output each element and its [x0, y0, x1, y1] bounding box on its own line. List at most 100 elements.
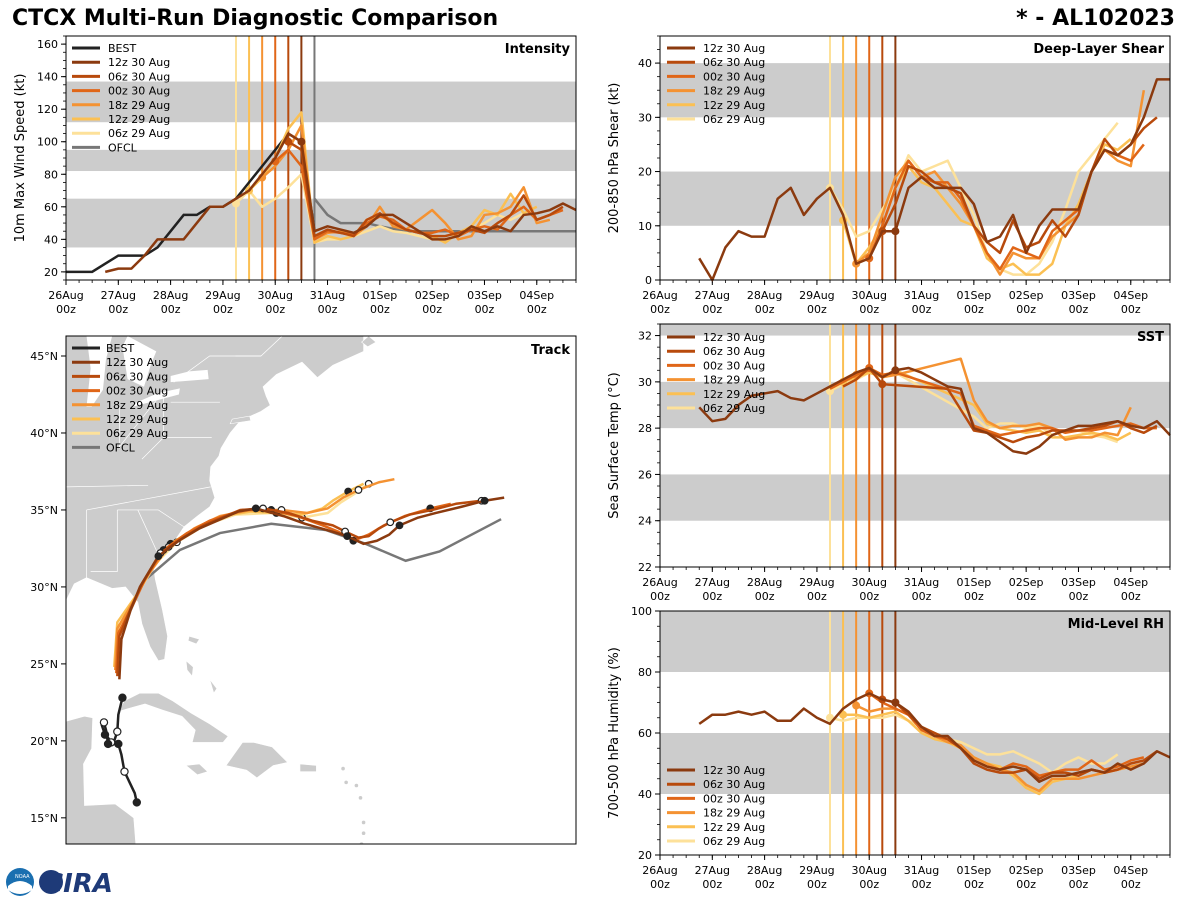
y-tick-label: 20	[638, 849, 652, 862]
track-point	[354, 486, 363, 494]
panel-title: Mid-Level RH	[1068, 617, 1164, 632]
panel-title: Track	[531, 343, 570, 358]
lat-tick-label: 30°N	[30, 581, 58, 594]
x-tick-label-hour: 00z	[807, 303, 827, 316]
y-tick-label: 40	[44, 233, 58, 246]
x-tick-label-hour: 00z	[702, 878, 722, 891]
x-tick-label-date: 26Aug	[48, 289, 83, 302]
state-border	[173, 355, 261, 383]
legend-label: 00z 30 Aug	[703, 792, 765, 805]
y-tick-label: 140	[37, 71, 58, 84]
series-line	[828, 121, 1119, 276]
island-land	[344, 780, 348, 785]
x-tick-label-date: 28Aug	[747, 576, 782, 589]
x-tick-label-hour: 00z	[650, 878, 670, 891]
x-tick-label-date: 31Aug	[904, 289, 939, 302]
state-border	[86, 486, 211, 511]
legend-label: 18z 29 Aug	[703, 807, 765, 820]
ofcl-track-line	[129, 518, 502, 611]
legend-label: 06z 29 Aug	[703, 402, 765, 415]
y-tick-label: 60	[638, 727, 652, 740]
init-marker	[891, 698, 900, 707]
init-marker	[852, 701, 861, 710]
track-line	[118, 496, 505, 680]
rh-panel: 2040608010026Aug00z27Aug00z28Aug00z29Aug…	[607, 605, 1171, 891]
legend-label: 06z 29 Aug	[108, 127, 170, 140]
legend-label: 12z 29 Aug	[703, 99, 765, 112]
series-line	[698, 366, 1171, 455]
noaa-text: NOAA	[15, 874, 30, 880]
x-tick-label-date: 31Aug	[904, 576, 939, 589]
x-tick-label-date: 26Aug	[642, 289, 677, 302]
legend-label: 18z 29 Aug	[108, 99, 170, 112]
x-tick-label-hour: 00z	[859, 878, 879, 891]
y-tick-label: 100	[631, 605, 652, 618]
x-tick-label-hour: 00z	[1016, 303, 1036, 316]
x-tick-label-date: 04Sep	[1113, 864, 1148, 877]
track-point	[480, 496, 489, 505]
shaded-band	[660, 324, 1170, 336]
lat-tick-label: 15°N	[30, 812, 58, 825]
y-tick-label: 28	[638, 422, 652, 435]
legend-label: 06z 30 Aug	[703, 778, 765, 791]
x-tick-label-hour: 00z	[213, 303, 233, 316]
x-tick-label-date: 29Aug	[205, 289, 240, 302]
x-tick-label-hour: 00z	[964, 590, 984, 603]
y-axis-label: 200-850 hPa Shear (kt)	[607, 83, 622, 234]
x-tick-label-date: 02Sep	[415, 289, 450, 302]
series-line	[829, 369, 1132, 441]
legend-label: 06z 30 Aug	[108, 70, 170, 83]
x-tick-label-date: 01Sep	[956, 864, 991, 877]
x-tick-label-date: 30Aug	[851, 864, 886, 877]
best-track-point	[118, 693, 127, 702]
shaded-band	[660, 171, 1170, 226]
legend-label: 12z 30 Aug	[703, 764, 765, 777]
page-title: CTCX Multi-Run Diagnostic Comparison	[12, 6, 499, 31]
hispaniola-land	[225, 742, 289, 779]
bahamas-land	[187, 635, 200, 645]
x-tick-label-hour: 00z	[912, 590, 932, 603]
panel-title: SST	[1137, 330, 1164, 345]
state-border	[119, 397, 159, 448]
lat-tick-label: 25°N	[30, 658, 58, 671]
best-track-point	[100, 730, 110, 739]
y-tick-label: 22	[638, 561, 652, 574]
legend-label: 18z 29 Aug	[703, 85, 765, 98]
legend-label: 00z 30 Aug	[703, 359, 765, 372]
lat-tick-label: 35°N	[30, 504, 58, 517]
legend-label: 12z 30 Aug	[703, 331, 765, 344]
lake-water	[122, 336, 157, 387]
x-tick-label-hour: 00z	[807, 590, 827, 603]
long-island-land	[229, 415, 252, 425]
x-tick-label-hour: 00z	[964, 878, 984, 891]
bahamas-land	[209, 679, 218, 694]
x-tick-label-hour: 00z	[265, 303, 285, 316]
logo-area: NOAA CIRA	[4, 866, 114, 902]
track-panel: 15°N20°N25°N30°N35°N40°N45°N TrackBEST12z…	[30, 335, 577, 845]
init-marker	[891, 366, 900, 375]
init-marker	[297, 137, 306, 146]
legend-label: 18z 29 Aug	[106, 399, 168, 412]
legend-label: 06z 29 Aug	[703, 113, 765, 126]
y-tick-label: 26	[638, 468, 652, 481]
track-frame	[65, 335, 577, 845]
logos-svg: NOAA CIRA	[6, 868, 113, 899]
legend-label: 06z 29 Aug	[703, 835, 765, 848]
x-tick-label-hour: 00z	[1121, 303, 1141, 316]
legend-label: 12z 30 Aug	[703, 42, 765, 55]
x-tick-label-hour: 00z	[755, 590, 775, 603]
legend-label: 12z 30 Aug	[106, 356, 168, 369]
island-land	[361, 820, 366, 825]
x-tick-label-date: 03Sep	[1061, 864, 1096, 877]
track-point	[251, 504, 260, 513]
legend-label: 12z 29 Aug	[108, 113, 170, 126]
x-tick-label-hour: 00z	[161, 303, 181, 316]
bahamas-land	[185, 660, 194, 677]
x-tick-label-hour: 00z	[755, 303, 775, 316]
x-tick-label-hour: 00z	[912, 878, 932, 891]
legend-label: 06z 30 Aug	[703, 345, 765, 358]
plot-frame	[659, 323, 1171, 568]
y-axis-label: 700-500 hPa Humidity (%)	[607, 647, 622, 819]
x-tick-label-hour: 00z	[108, 303, 128, 316]
